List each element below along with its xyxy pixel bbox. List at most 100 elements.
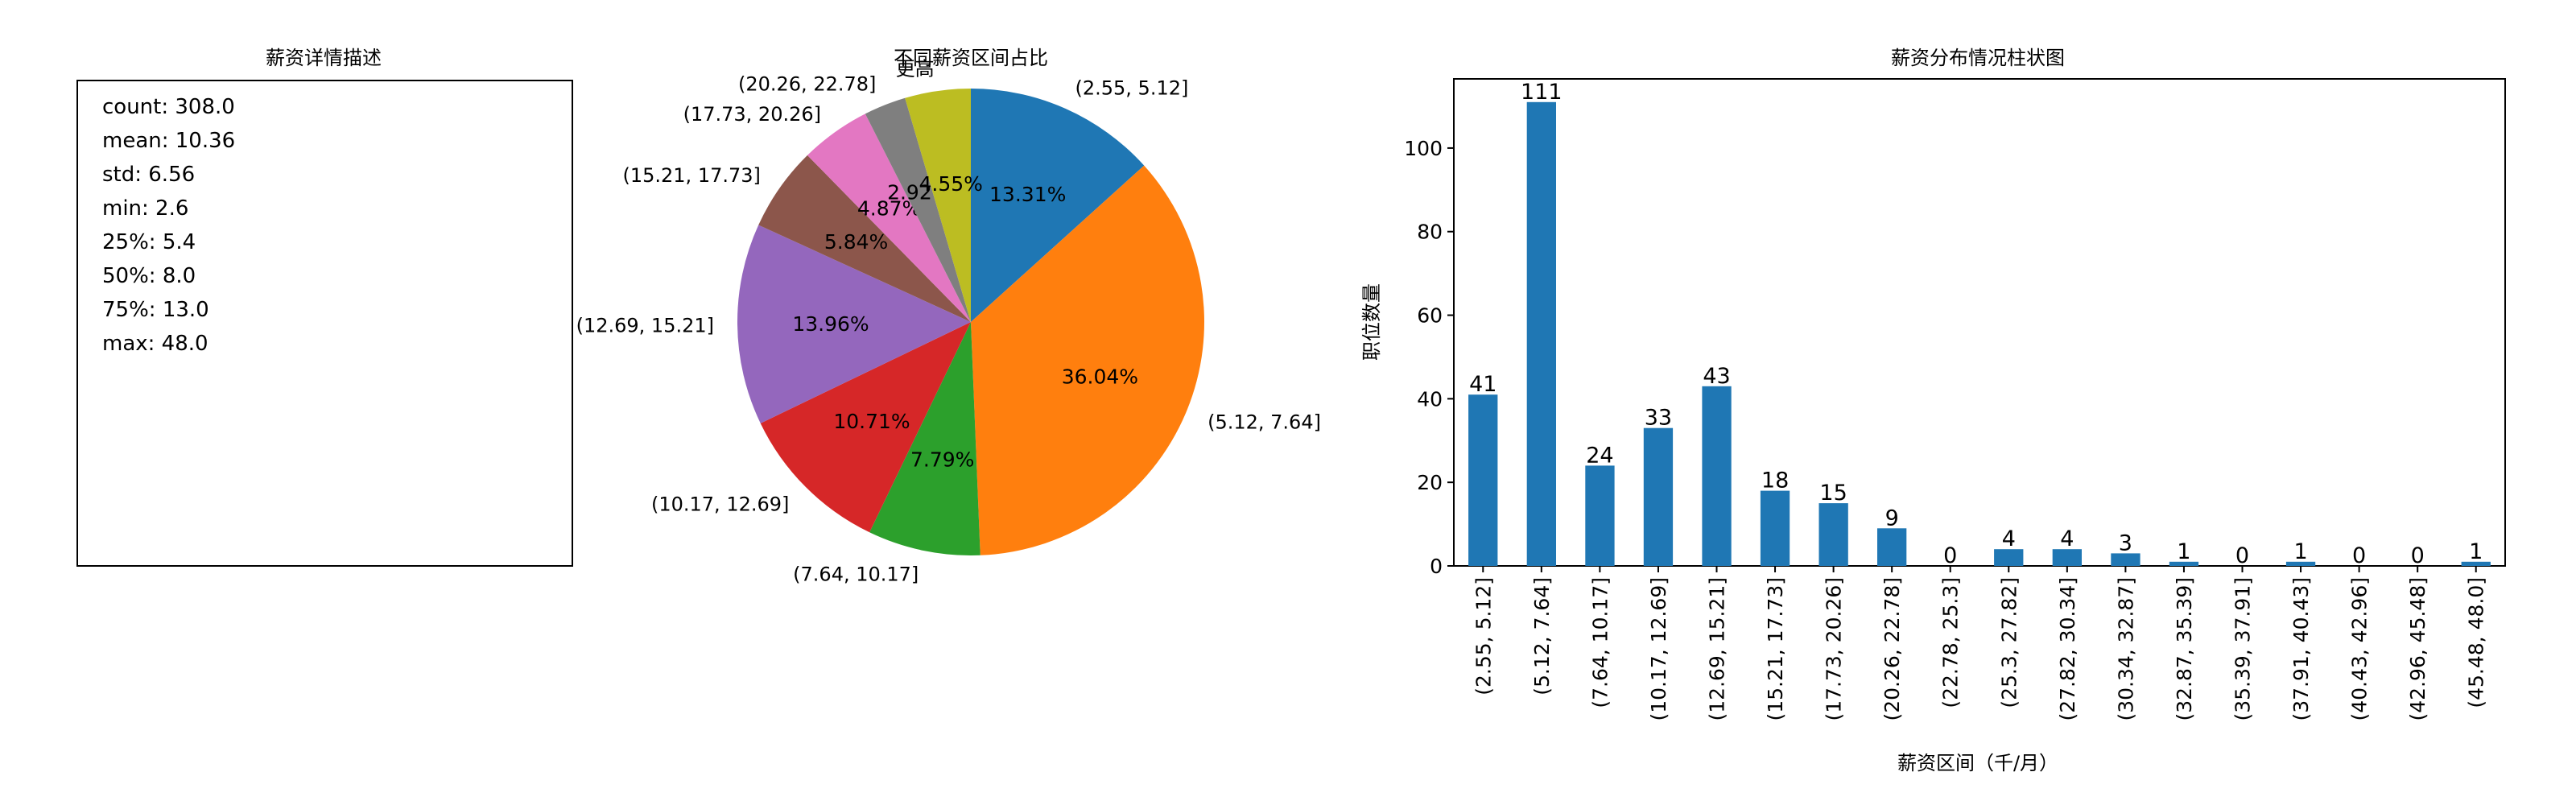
y-tick-label: 60: [1417, 304, 1443, 328]
bar: [1468, 394, 1498, 566]
pie-category-label: (12.69, 15.21]: [576, 314, 714, 336]
bar: [2169, 561, 2199, 566]
x-tick-label: (22.78, 25.3]: [1939, 577, 1963, 708]
stat-line: min: 2.6: [102, 196, 188, 221]
pie-category-label: (17.73, 20.26]: [683, 103, 821, 126]
bar-value-label: 0: [1943, 543, 1957, 568]
bar-value-label: 1: [2469, 539, 2483, 564]
pie-slice: [865, 97, 971, 323]
pie-slice: [760, 322, 971, 533]
bar: [2285, 561, 2316, 566]
pie-percent-label: 4.55%: [919, 172, 982, 196]
pie-slice: [905, 89, 971, 322]
pie-category-label: (7.64, 10.17]: [793, 563, 919, 585]
x-tick-label: (25.3, 27.82]: [1997, 577, 2021, 708]
x-tick-label: (35.39, 37.91]: [2231, 577, 2255, 721]
x-tick-label: (2.55, 5.12]: [1472, 577, 1495, 696]
bar-value-label: 0: [2411, 543, 2425, 568]
bar: [2052, 549, 2082, 566]
bar: [1818, 503, 1848, 566]
bar-value-label: 18: [1761, 469, 1789, 493]
pie-slice: [869, 322, 980, 555]
bar-value-label: 111: [1521, 80, 1563, 105]
x-tick-label: (27.82, 30.34]: [2056, 577, 2079, 721]
stat-line: count: 308.0: [102, 95, 235, 119]
bar-value-label: 15: [1819, 481, 1847, 506]
bar: [1585, 465, 1615, 566]
pie-chart: 不同薪资区间占比 13.31% (2.55, 5.12] 36.04% (5.12, …: [576, 47, 1321, 585]
stat-line: 25%: 5.4: [102, 230, 196, 254]
x-tick-label: (10.17, 12.69]: [1647, 577, 1670, 721]
bar-value-label: 0: [2235, 543, 2249, 568]
bar-value-label: 9: [1885, 506, 1899, 530]
bar-value-label: 1: [2177, 539, 2190, 564]
stats-panel-title: 薪资详情描述: [266, 47, 382, 69]
x-tick-label: (32.87, 35.39]: [2173, 577, 2196, 721]
pie-percent-label: 13.96%: [792, 312, 869, 336]
stat-line: 75%: 13.0: [102, 298, 209, 322]
x-tick-label: (20.26, 22.78]: [1880, 577, 1904, 721]
bar-value-label: 1: [2294, 539, 2308, 564]
plot-frame: [1453, 78, 2506, 567]
pie-category-label: 更高: [896, 57, 935, 80]
stat-line: max: 48.0: [102, 332, 208, 356]
x-tick-label: (17.73, 20.26]: [1823, 577, 1846, 721]
pie-category-label: (15.21, 17.73]: [622, 164, 760, 187]
bar: [1877, 528, 1907, 566]
stats-panel: 薪资详情描述 count: 308.0 mean: 10.36 std: 6.5…: [76, 47, 573, 567]
pie-percent-label: 13.31%: [989, 183, 1066, 206]
pie-slice: [971, 165, 1204, 555]
stat-line: 50%: 8.0: [102, 264, 196, 288]
pie-percent-label: 5.84%: [824, 230, 888, 254]
x-tick-label: (7.64, 10.17]: [1588, 577, 1612, 708]
bar-title: 薪资分布情况柱状图: [1891, 47, 2065, 69]
y-tick-label: 40: [1417, 387, 1443, 411]
x-tick-label: (30.34, 32.87]: [2114, 577, 2137, 721]
x-tick-label: (15.21, 17.73]: [1764, 577, 1787, 721]
bar: [1643, 427, 1674, 566]
bar: [1994, 549, 2024, 566]
pie-title: 不同薪资区间占比: [894, 47, 1048, 69]
pie-percent-label: 10.71%: [833, 410, 910, 433]
bar-value-label: 33: [1645, 406, 1672, 431]
pie-slice: [737, 225, 971, 423]
bar: [2111, 553, 2140, 566]
bar: [1702, 386, 1732, 566]
pie-percent-label: 36.04%: [1062, 365, 1138, 388]
bar-value-label: 4: [2060, 526, 2074, 551]
pie-percent-label: 7.79%: [910, 448, 974, 471]
bar: [1526, 101, 1556, 567]
x-tick-label: (5.12, 7.64]: [1530, 577, 1554, 696]
y-tick-label: 100: [1404, 137, 1443, 160]
pie-slice: [807, 114, 971, 322]
bar-value-label: 43: [1703, 364, 1730, 389]
pie-category-label: (5.12, 7.64]: [1208, 411, 1321, 434]
bar: [1760, 490, 1790, 566]
stat-line: std: 6.56: [102, 163, 195, 187]
bar: [2461, 561, 2491, 566]
pie-slice: [971, 89, 1145, 322]
y-tick-label: 20: [1417, 471, 1443, 494]
pie-category-label: (2.55, 5.12]: [1075, 77, 1189, 100]
x-tick-label: (40.43, 42.96]: [2348, 577, 2372, 721]
stat-line: mean: 10.36: [102, 129, 235, 153]
bar-value-label: 24: [1586, 443, 1613, 468]
y-tick-label: 80: [1417, 221, 1443, 244]
x-tick-label: (45.48, 48.0]: [2465, 577, 2488, 708]
x-axis-label: 薪资区间（千/月）: [1897, 752, 2058, 774]
x-tick-label: (42.96, 45.48]: [2406, 577, 2429, 721]
bar-value-label: 3: [2119, 530, 2132, 555]
x-tick-label: (12.69, 15.21]: [1706, 577, 1729, 721]
bar-value-label: 41: [1469, 372, 1496, 397]
pie-category-label: (20.26, 22.78]: [738, 73, 876, 96]
x-tick-label: (37.91, 40.43]: [2289, 577, 2313, 721]
pie-slice: [758, 155, 971, 322]
y-tick-label: 0: [1430, 555, 1443, 578]
bar-value-label: 0: [2352, 543, 2366, 568]
pie-category-label: (10.17, 12.69]: [651, 493, 789, 516]
bar-value-label: 4: [2002, 526, 2016, 551]
stats-panel-frame: [76, 80, 573, 567]
y-axis-label: 职位数量: [1360, 283, 1383, 361]
bar-chart: 薪资分布情况柱状图 薪资区间（千/月） 职位数量 02040608010041(…: [1360, 47, 2506, 774]
